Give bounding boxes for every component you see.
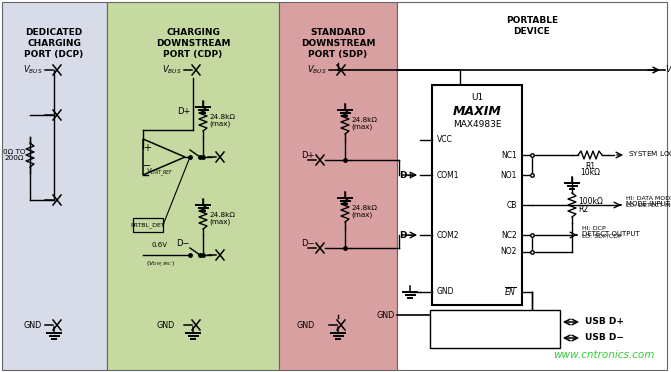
Text: R2: R2 [578,205,588,214]
Text: STANDARD
DOWNSTREAM
PORT (SDP): STANDARD DOWNSTREAM PORT (SDP) [301,28,375,59]
Text: R1: R1 [585,162,595,171]
Text: GND: GND [437,288,454,296]
Text: MODE INPUT: MODE INPUT [626,201,670,207]
Text: NO2: NO2 [501,247,517,257]
Text: GND: GND [157,321,175,330]
Text: $V_{BUS}$: $V_{BUS}$ [665,64,671,76]
Text: (max): (max) [351,212,372,218]
Bar [397,2,667,370]
Text: LO: DETECT MODE: LO: DETECT MODE [626,203,671,208]
Text: USB D+: USB D+ [585,317,624,327]
Text: $V_{DAT\_REF}$: $V_{DAT\_REF}$ [146,167,174,179]
Text: D+: D+ [302,151,315,160]
Text: COM1: COM1 [437,170,460,180]
Text: SYSTEM LOGIC $V_{CC}$: SYSTEM LOGIC $V_{CC}$ [628,150,671,160]
Text: PRTBL_DET: PRTBL_DET [131,222,165,228]
Text: NC2: NC2 [501,231,517,240]
Text: $(V_{DM\_SRC})$: $(V_{DM\_SRC})$ [146,259,174,268]
Text: CB: CB [507,201,517,209]
Text: D−: D− [176,238,190,247]
Text: NO1: NO1 [501,170,517,180]
Text: DEDICATED
CHARGING
PORT (DCP): DEDICATED CHARGING PORT (DCP) [24,28,84,59]
Text: NC1: NC1 [501,151,517,160]
Text: COM2: COM2 [437,231,460,240]
Bar [2,2,107,370]
Text: D+: D+ [399,170,415,180]
Text: 100kΩ: 100kΩ [578,196,603,205]
Text: PORTABLE
DEVICE: PORTABLE DEVICE [506,16,558,36]
Text: 24.8kΩ: 24.8kΩ [351,205,377,211]
Text: HI: DATA MODE: HI: DATA MODE [626,196,671,201]
Text: 0Ω TO
200Ω: 0Ω TO 200Ω [3,148,25,161]
Text: LO: SDP/CDP: LO: SDP/CDP [582,233,621,238]
Text: D−: D− [301,238,315,247]
Text: $\overline{EN}$: $\overline{EN}$ [505,286,517,298]
Text: GND: GND [376,311,395,320]
Bar [430,310,560,348]
Text: 24.8kΩ: 24.8kΩ [209,114,235,120]
Text: −: − [143,161,151,171]
Text: CHARGING
DOWNSTREAM
PORT (CDP): CHARGING DOWNSTREAM PORT (CDP) [156,28,230,59]
Text: GND: GND [297,321,315,330]
Text: USB D−: USB D− [585,334,624,343]
Bar [107,2,279,370]
Text: +: + [143,143,151,153]
Bar [133,218,163,232]
Text: GND: GND [23,321,42,330]
Bar [432,85,522,305]
Bar [279,2,397,370]
Text: D+: D+ [176,108,190,116]
Text: (max): (max) [351,124,372,130]
Text: $V_{BUS}$: $V_{BUS}$ [162,64,182,76]
Text: U1: U1 [471,93,483,102]
Text: D−: D− [399,231,415,240]
Text: $V_{BUS}$: $V_{BUS}$ [307,64,327,76]
Text: HI: DCP: HI: DCP [582,226,606,231]
Text: VCC: VCC [437,135,453,144]
Text: 24.8kΩ: 24.8kΩ [351,117,377,123]
Text: www.cntronics.com: www.cntronics.com [554,350,655,360]
Text: 0.6V: 0.6V [152,242,168,248]
Text: 10kΩ: 10kΩ [580,168,600,177]
Text: (max): (max) [209,219,230,225]
Text: MAX4983E: MAX4983E [453,120,501,129]
Text: 24.8kΩ: 24.8kΩ [209,212,235,218]
Text: MAXIM: MAXIM [452,105,501,118]
Text: (max): (max) [209,121,230,127]
Text: DETECT OUTPUT: DETECT OUTPUT [582,231,639,237]
Text: $V_{BUS}$: $V_{BUS}$ [23,64,43,76]
